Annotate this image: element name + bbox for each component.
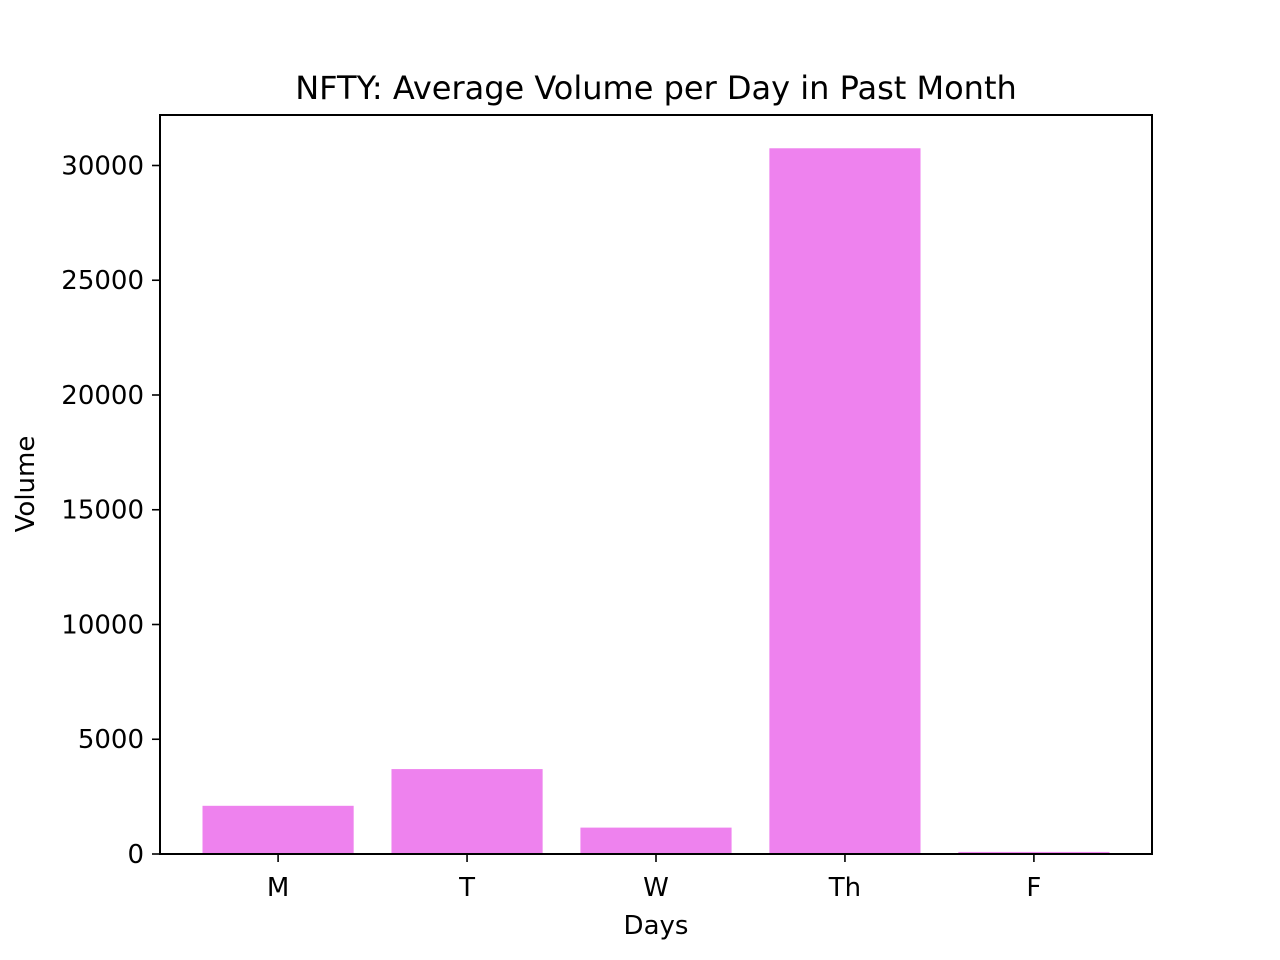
x-tick-label: F	[1026, 873, 1041, 903]
x-tick-label: T	[458, 873, 475, 903]
y-tick-label: 30000	[61, 151, 144, 181]
x-axis-ticks: M T W Th F	[267, 854, 1041, 903]
x-tick-label: W	[643, 873, 669, 903]
y-tick-label: 5000	[78, 725, 144, 755]
bar-m	[202, 805, 354, 854]
bar-f	[958, 851, 1110, 854]
bar-w	[580, 827, 732, 854]
bars-group	[202, 148, 1110, 854]
y-tick-label: 0	[127, 840, 144, 870]
y-axis-label: Volume	[11, 436, 41, 533]
x-tick-label: M	[267, 873, 289, 903]
x-tick-label: Th	[828, 873, 861, 903]
x-axis-label: Days	[624, 911, 689, 941]
plot-area-frame	[159, 114, 1153, 855]
y-tick-label: 20000	[61, 381, 144, 411]
y-axis-ticks: 0 5000 10000 15000 20000 25000 30000	[61, 151, 160, 870]
chart-title: NFTY: Average Volume per Day in Past Mon…	[295, 69, 1017, 107]
bar-th	[769, 148, 921, 854]
bar-t	[391, 769, 543, 854]
y-tick-label: 10000	[61, 610, 144, 640]
y-tick-label: 15000	[61, 496, 144, 526]
y-tick-label: 25000	[61, 266, 144, 296]
